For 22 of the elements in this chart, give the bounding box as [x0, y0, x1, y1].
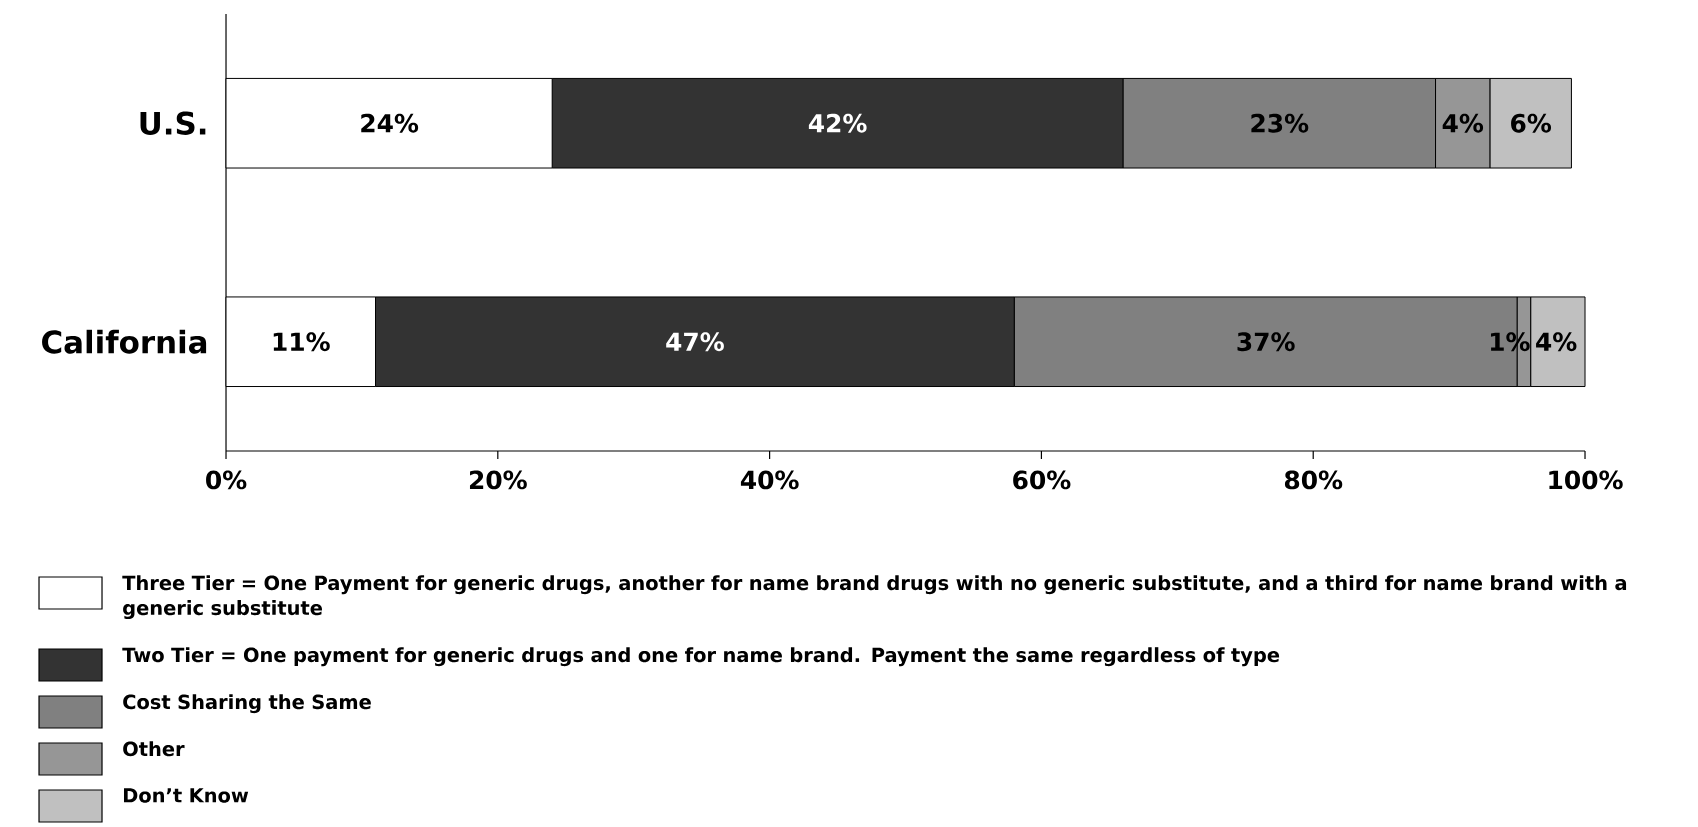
x-tick-label: 0%	[206, 470, 247, 490]
y-tick-label: California	[42, 329, 207, 354]
x-tick-label: 40%	[740, 470, 799, 490]
y-tick-label: U.S.	[140, 111, 206, 135]
data-label: 11%	[273, 332, 330, 352]
x-tick-label: 100%	[1549, 470, 1623, 490]
data-label: 23%	[1251, 113, 1309, 133]
legend-label: Cost Sharing the Same	[123, 694, 371, 714]
data-label: 6%	[1511, 113, 1552, 133]
data-label: 47%	[666, 332, 724, 352]
data-label: 37%	[1237, 332, 1295, 352]
legend-label: Don’t Know	[124, 788, 249, 803]
data-label: 4%	[1536, 332, 1577, 352]
data-label: 4%	[1442, 113, 1484, 133]
legend-label: Other	[123, 741, 185, 757]
data-label: 24%	[361, 113, 419, 133]
legend-label: Three Tier = One Payment for generic drugs, another for name brand drugs with no generic substitute, and a third for name brand with a generic substitute	[122, 575, 1627, 620]
x-tick-label: 20%	[469, 470, 527, 490]
x-tick-label: 80%	[1284, 470, 1343, 490]
legend-label: Two Tier = One payment for generic drugs and one for name brand. Payment the same regardless of type	[122, 647, 1280, 667]
data-label: 42%	[808, 113, 867, 133]
x-tick-label: 60%	[1013, 470, 1071, 490]
